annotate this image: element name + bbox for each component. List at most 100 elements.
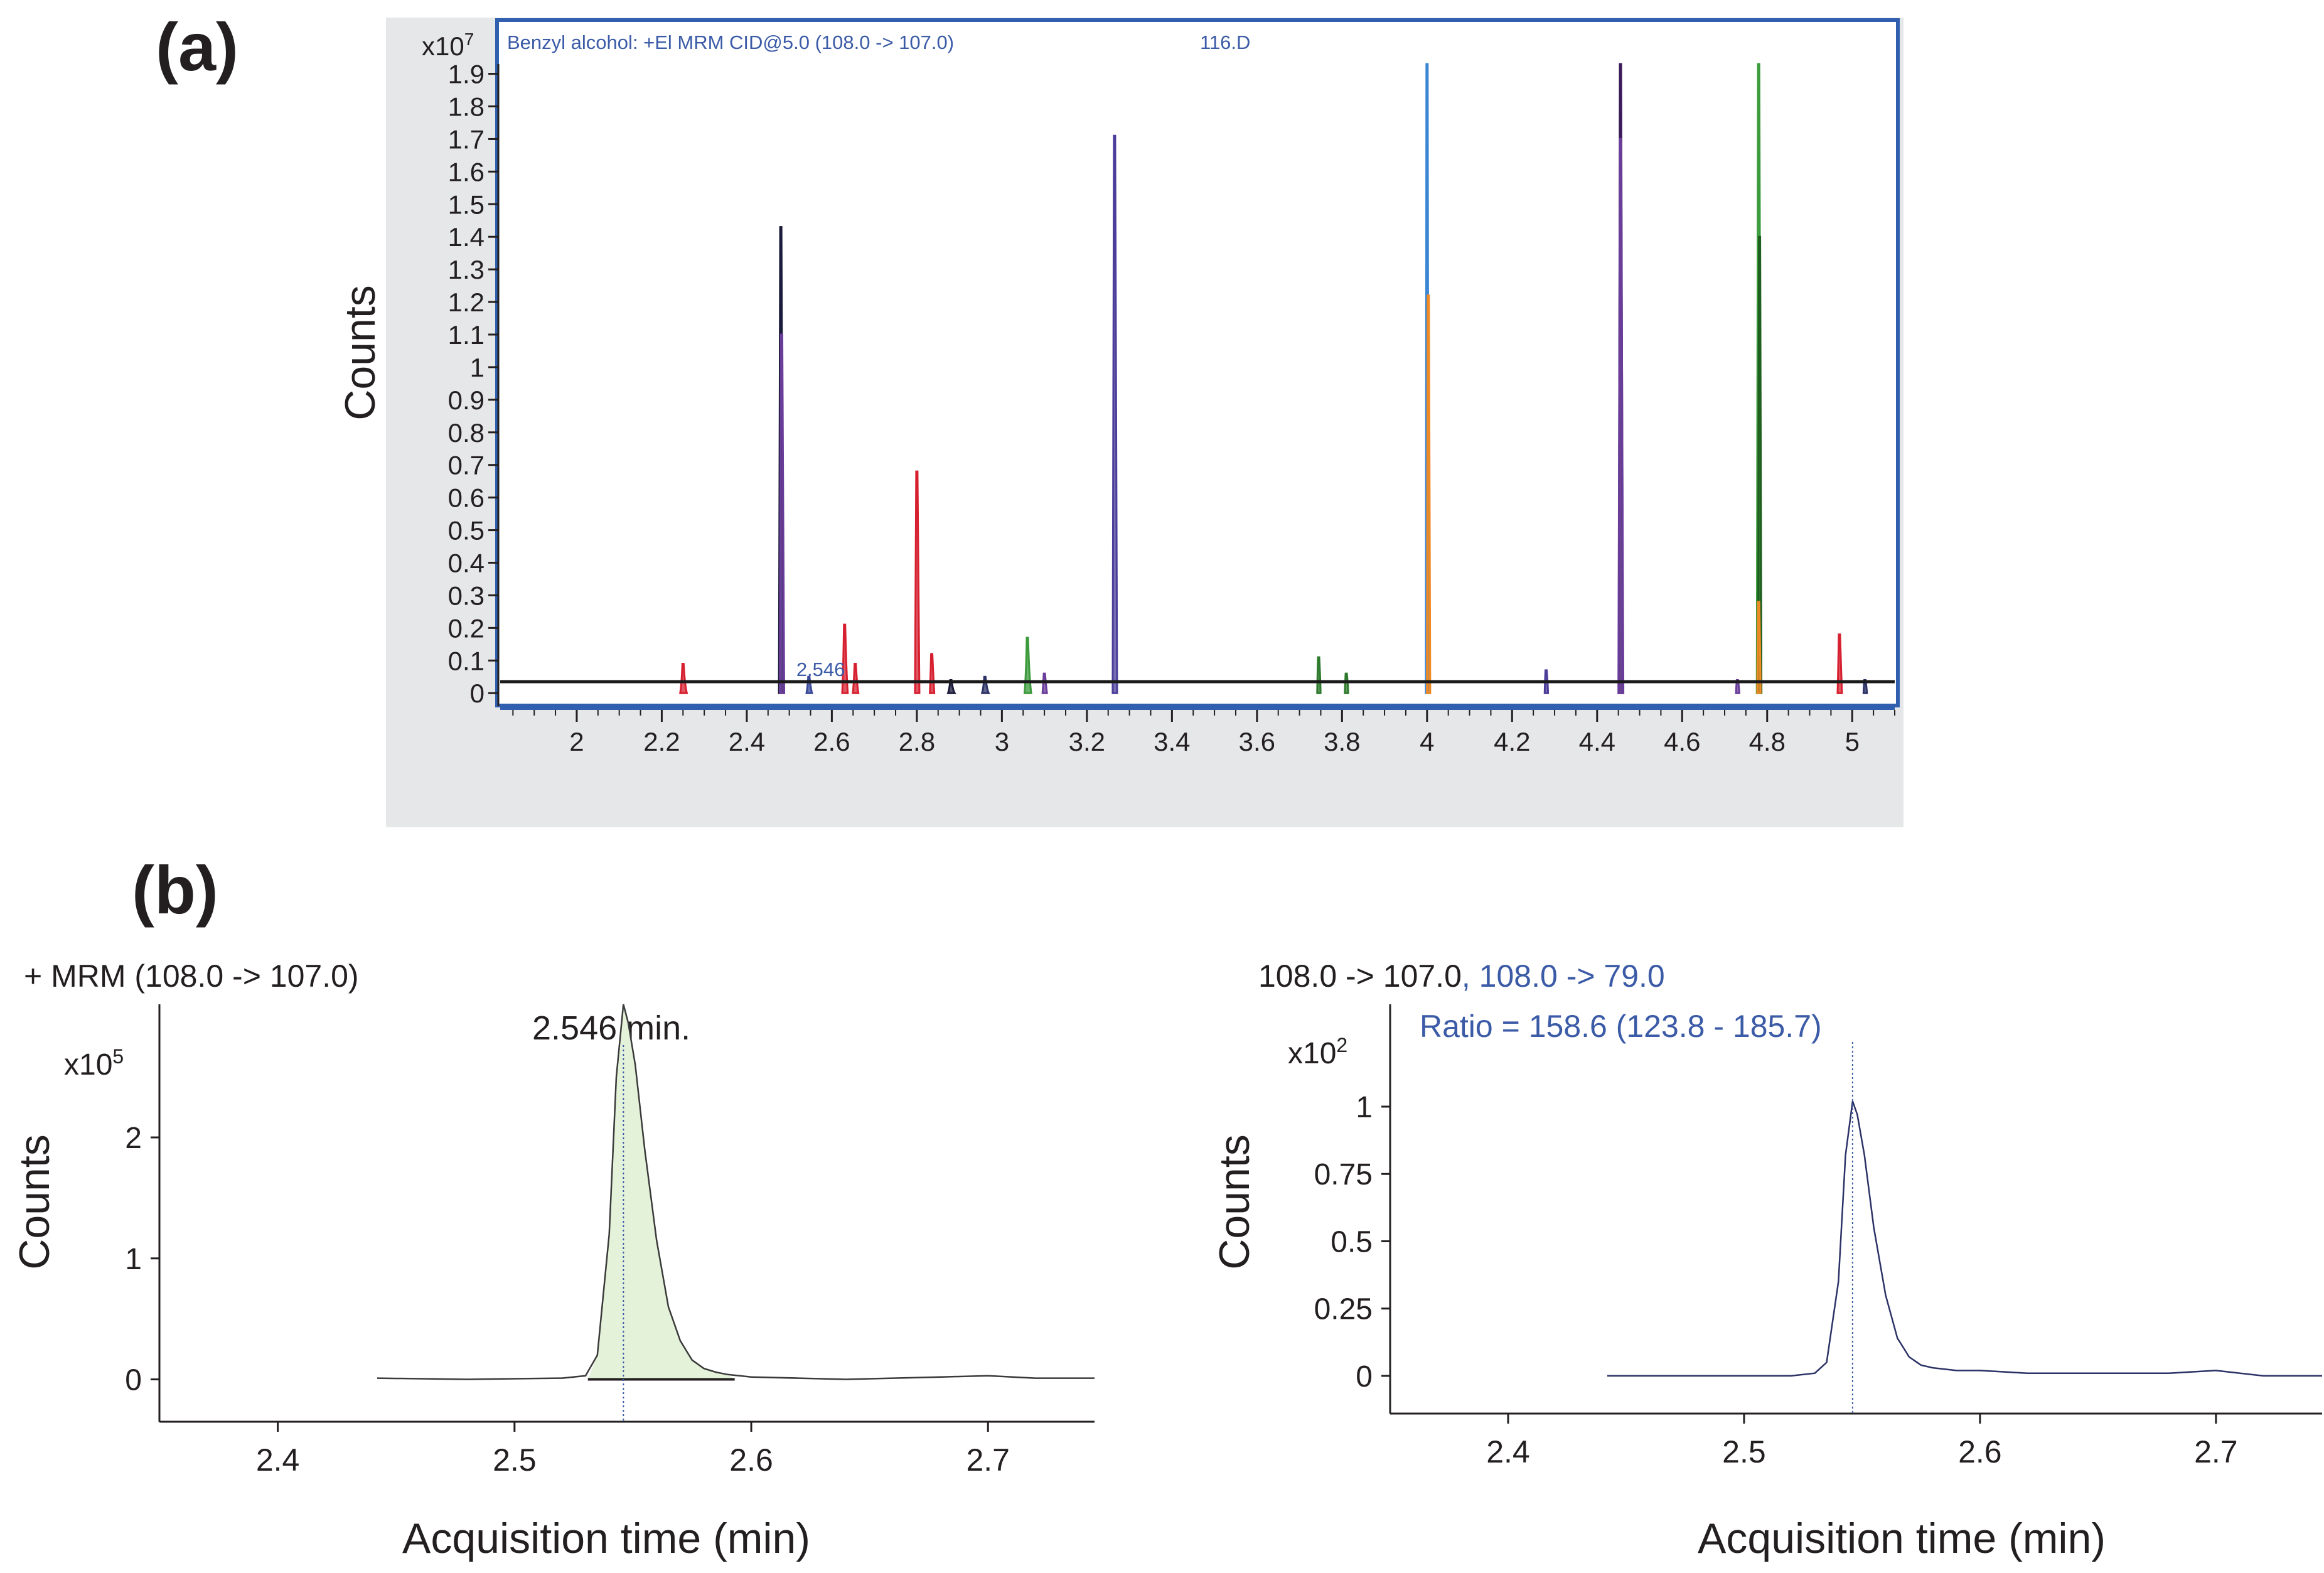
tic-x-tick-label: 3.2 xyxy=(1069,727,1105,756)
tic-x-tick-label: 5 xyxy=(1845,727,1860,756)
tic-peak xyxy=(1316,656,1322,694)
tic-peak xyxy=(805,675,813,694)
tic-y-tick-label: 0.2 xyxy=(448,613,485,643)
x-tick-label: 2.5 xyxy=(1722,1434,1766,1469)
quant-axes: 0 1 2 2.4 2.5 2.6 2.7 xyxy=(125,1004,1095,1478)
tic-title: Benzyl alcohol: +El MRM CID@5.0 (108.0 -… xyxy=(507,31,954,53)
qualifier-scale-label: x102 xyxy=(1288,1034,1347,1070)
tic-x-tick-label: 3.4 xyxy=(1154,727,1190,756)
quant-plot xyxy=(377,1004,1095,1422)
tic-x-tick-label: 4.6 xyxy=(1664,727,1700,756)
tic-y-tick-label: 1.4 xyxy=(448,222,485,252)
tic-peak xyxy=(1023,636,1032,694)
y-tick-label: 0.5 xyxy=(1331,1225,1373,1259)
quant-y-axis-title: Counts xyxy=(11,1134,58,1269)
tic-x-tick-label: 4.2 xyxy=(1494,727,1530,756)
tic-peak xyxy=(946,679,956,694)
qualifier-y-axis-title: Counts xyxy=(1211,1134,1258,1269)
tic-x-tick-label: 2.6 xyxy=(813,727,850,756)
y-tick-label: 1 xyxy=(125,1243,142,1276)
y-tick-label: 0 xyxy=(1356,1360,1373,1393)
tic-y-tick-label: 1.9 xyxy=(448,60,485,89)
x-tick-label: 2.6 xyxy=(729,1442,773,1478)
tic-x-tick-label: 2.4 xyxy=(729,727,765,756)
tic-x-tick-label: 4.8 xyxy=(1749,727,1786,756)
tic-y-tick-label: 0.9 xyxy=(448,385,485,415)
x-tick-label: 2.4 xyxy=(1486,1434,1530,1469)
quant-peak-label: 2.546 min. xyxy=(532,1009,690,1047)
tic-y-tick-label: 0.1 xyxy=(448,646,485,675)
tic-y-tick-label: 0.8 xyxy=(448,418,485,448)
tic-peak xyxy=(852,662,860,694)
tic-y-tick-label: 1.2 xyxy=(448,287,485,317)
tic-x-tick-label: 4 xyxy=(1420,727,1434,756)
panel-a: (a) Benzyl alcohol: +El MRM CID@5.0 (108… xyxy=(156,9,1904,827)
tic-y-tick-label: 1.5 xyxy=(448,190,485,219)
tic-peak xyxy=(1111,134,1118,694)
tic-x-tick-label: 3.6 xyxy=(1239,727,1275,756)
tic-peak xyxy=(1617,137,1625,694)
quant-chart: + MRM (108.0 -> 107.0) x105 Counts Acqui… xyxy=(11,958,1095,1562)
y-tick-label: 0.75 xyxy=(1314,1158,1373,1191)
tic-peak xyxy=(1757,235,1763,694)
tic-peak xyxy=(1836,633,1843,694)
tic-peak xyxy=(1756,601,1762,694)
y-tick-label: 1 xyxy=(1356,1091,1373,1124)
tic-x-tick-label: 2.2 xyxy=(643,727,680,756)
x-tick-label: 2.6 xyxy=(1958,1434,2002,1469)
tic-peak xyxy=(1041,672,1048,694)
qualifier-plot xyxy=(1607,1042,2322,1414)
y-tick-label: 0.25 xyxy=(1314,1293,1373,1326)
quant-x-axis-title: Acquisition time (min) xyxy=(402,1515,810,1562)
tic-peak-annotation: 2.546 xyxy=(796,658,845,680)
tic-y-tick-label: 1.7 xyxy=(448,124,485,154)
qualifier-x-axis-title: Acquisition time (min) xyxy=(1698,1515,2106,1562)
quant-title: + MRM (108.0 -> 107.0) xyxy=(24,958,359,994)
tic-peak xyxy=(914,470,921,694)
tic-y-tick-label: 1.8 xyxy=(448,92,485,122)
qualifier-title: 108.0 -> 107.0, 108.0 -> 79.0 xyxy=(1258,958,1665,994)
tic-y-tick-label: 1.1 xyxy=(448,320,485,350)
quant-scale-label: x105 xyxy=(64,1045,124,1082)
tic-y-tick-label: 0.7 xyxy=(448,451,485,480)
tic-y-tick-label: 0.5 xyxy=(448,516,485,545)
panel-b-label: (b) xyxy=(132,852,218,928)
trace-line xyxy=(377,1004,1095,1380)
x-tick-label: 2.4 xyxy=(256,1442,300,1478)
panel-b: (b) + MRM (108.0 -> 107.0) x105 Counts A… xyxy=(11,852,2322,1562)
tic-x-ticks: 2 2.2 2.4 2.6 2.8 3 3.2 3.4 3.6 3.8 4 4.2 4.4 4.6 4.8 5 xyxy=(512,710,1895,756)
tic-y-tick-label: 0.3 xyxy=(448,581,485,610)
qualifier-ratio: Ratio = 158.6 (123.8 - 185.7) xyxy=(1420,1009,1822,1044)
x-tick-label: 2.5 xyxy=(493,1442,537,1478)
tic-y-tick-label: 0 xyxy=(470,679,485,708)
tic-x-tick-label: 2 xyxy=(569,727,584,756)
y-tick-label: 0 xyxy=(125,1364,142,1397)
x-tick-label: 2.7 xyxy=(966,1442,1010,1478)
panel-a-label: (a) xyxy=(156,9,238,85)
tic-peak xyxy=(1426,294,1432,694)
peak-area-fill xyxy=(587,1004,735,1380)
tic-file-label: 116.D xyxy=(1200,31,1250,53)
tic-x-tick-label: 2.8 xyxy=(899,727,935,756)
tic-peak xyxy=(1344,672,1349,694)
tic-y-axis-title: Counts xyxy=(336,285,384,420)
tic-y-tick-label: 1.6 xyxy=(448,157,485,186)
qualifier-chart: 108.0 -> 107.0, 108.0 -> 79.0 Ratio = 15… xyxy=(1211,958,2322,1562)
tic-y-tick-label: 0.4 xyxy=(448,549,485,578)
x-tick-label: 2.7 xyxy=(2194,1434,2238,1469)
tic-y-ticks: 0 0.1 0.2 0.3 0.4 0.5 0.6 0.7 0.80.9 1 1.11.2 1.3 1.… xyxy=(448,60,500,708)
tic-peaks xyxy=(679,63,1868,694)
tic-x-tick-label: 3 xyxy=(995,727,1009,756)
tic-y-tick-label: 1 xyxy=(470,353,485,382)
plot-frame xyxy=(495,18,1900,707)
tic-peak xyxy=(778,333,786,694)
tic-peak xyxy=(1862,679,1868,694)
trace-line xyxy=(1607,1100,2322,1377)
tic-peak xyxy=(980,675,990,694)
tic-x-tick-label: 3.8 xyxy=(1324,727,1360,756)
tic-peak xyxy=(1735,679,1740,694)
tic-x-tick-label: 4.4 xyxy=(1579,727,1615,756)
tic-y-tick-label: 0.6 xyxy=(448,483,485,513)
tic-y-tick-label: 1.3 xyxy=(448,255,485,284)
